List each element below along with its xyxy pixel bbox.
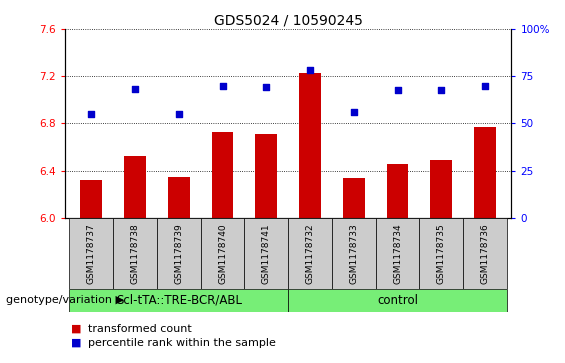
Title: GDS5024 / 10590245: GDS5024 / 10590245 (214, 14, 363, 28)
Text: percentile rank within the sample: percentile rank within the sample (88, 338, 276, 348)
Text: Scl-tTA::TRE-BCR/ABL: Scl-tTA::TRE-BCR/ABL (116, 294, 242, 307)
Bar (69, 218, 113, 289)
Bar (201, 218, 245, 289)
Bar (80, 180, 102, 218)
Bar (376, 218, 419, 289)
Text: GSM1178740: GSM1178740 (218, 223, 227, 284)
Point (393, 87, 402, 93)
Bar (69, 289, 288, 312)
Bar (211, 132, 233, 218)
Bar (288, 218, 332, 289)
Text: GSM1178738: GSM1178738 (131, 223, 140, 284)
Text: control: control (377, 294, 418, 307)
Text: ■: ■ (71, 338, 81, 348)
Text: GSM1178732: GSM1178732 (306, 223, 315, 284)
Bar (168, 176, 190, 218)
Bar (343, 178, 365, 218)
Point (306, 68, 315, 73)
Bar (157, 218, 201, 289)
Bar (299, 73, 321, 218)
Text: GSM1178737: GSM1178737 (87, 223, 95, 284)
Bar (332, 218, 376, 289)
Bar (474, 127, 496, 218)
Text: GSM1178734: GSM1178734 (393, 223, 402, 284)
Bar (386, 163, 408, 218)
Bar (113, 218, 157, 289)
Text: GSM1178733: GSM1178733 (349, 223, 358, 284)
Point (481, 83, 490, 89)
Bar (124, 156, 146, 218)
Text: GSM1178741: GSM1178741 (262, 223, 271, 284)
Text: ■: ■ (71, 323, 81, 334)
Bar (419, 218, 463, 289)
Point (86, 111, 95, 117)
Bar (288, 289, 507, 312)
Text: GSM1178735: GSM1178735 (437, 223, 446, 284)
Point (262, 84, 271, 90)
Point (131, 86, 140, 92)
Bar (245, 218, 288, 289)
Text: transformed count: transformed count (88, 323, 192, 334)
Bar (255, 134, 277, 218)
Point (349, 109, 358, 114)
Bar (431, 160, 452, 218)
Text: genotype/variation ▶: genotype/variation ▶ (6, 295, 124, 305)
Point (218, 83, 227, 89)
Bar (463, 218, 507, 289)
Text: GSM1178736: GSM1178736 (481, 223, 489, 284)
Text: GSM1178739: GSM1178739 (174, 223, 183, 284)
Point (437, 87, 446, 93)
Point (174, 111, 183, 117)
